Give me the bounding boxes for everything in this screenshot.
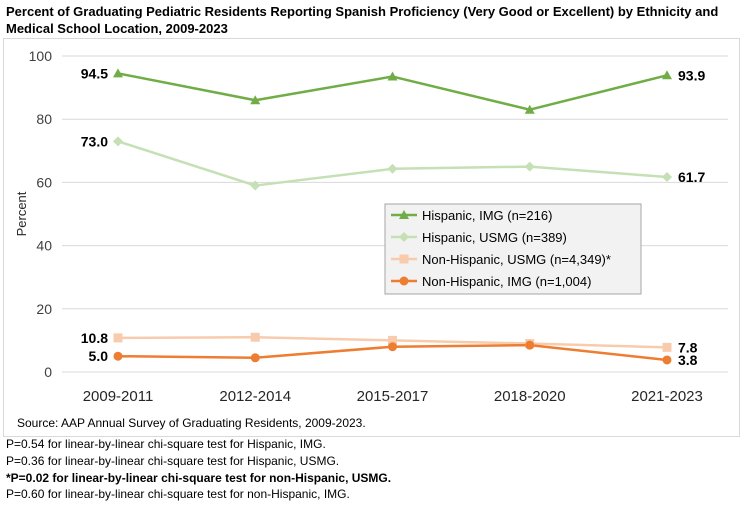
- legend-marker: [399, 210, 409, 219]
- data-label: 7.8: [678, 339, 698, 355]
- data-label: 3.8: [678, 352, 698, 368]
- data-point: [388, 335, 397, 345]
- y-tick-label: 40: [36, 238, 52, 254]
- data-point: [662, 355, 672, 365]
- p-value-note-1: P=0.54 for linear-by-linear chi-square t…: [6, 437, 326, 451]
- data-point: [113, 68, 123, 78]
- data-point: [662, 70, 672, 80]
- y-tick-label: 60: [36, 174, 52, 190]
- legend-label: Non-Hispanic, USMG (n=4,349)*: [422, 252, 611, 267]
- y-tick-label: 80: [36, 111, 52, 127]
- legend-marker: [399, 254, 409, 264]
- data-point: [662, 172, 672, 183]
- data-point: [524, 104, 535, 114]
- data-point: [524, 161, 535, 172]
- data-label: 10.8: [81, 330, 108, 346]
- data-point: [250, 180, 261, 191]
- y-tick-label: 0: [44, 364, 52, 380]
- data-point: [250, 353, 260, 363]
- p-value-note-2: P=0.36 for linear-by-linear chi-square t…: [6, 454, 340, 468]
- chart-title: Percent of Graduating Pediatric Resident…: [6, 4, 719, 36]
- data-point: [113, 351, 123, 361]
- data-point: [387, 163, 398, 174]
- data-point: [525, 340, 535, 350]
- data-point: [250, 95, 261, 105]
- data-label: 93.9: [678, 67, 705, 83]
- data-label: 73.0: [81, 133, 108, 149]
- data-label: 5.0: [89, 348, 109, 364]
- legend-marker: [399, 276, 409, 286]
- data-point: [388, 342, 397, 352]
- legend-label: Hispanic, USMG (n=389): [422, 230, 567, 245]
- data-point: [662, 342, 672, 352]
- y-tick-label: 100: [29, 48, 53, 64]
- data-point: [387, 71, 398, 81]
- series-line: [117, 140, 668, 187]
- data-point: [113, 333, 123, 343]
- data-label: 94.5: [81, 65, 108, 81]
- legend-label: Non-Hispanic, IMG (n=1,004): [422, 274, 591, 289]
- data-point: [113, 136, 123, 147]
- y-tick-label: 20: [36, 301, 52, 317]
- legend-box: [384, 203, 642, 295]
- data-point: [250, 332, 260, 342]
- source-note: Source: AAP Annual Survey of Graduating …: [17, 416, 366, 430]
- x-tick-label: 2009-2011: [83, 388, 154, 405]
- x-tick-label: 2018-2020: [494, 388, 566, 405]
- legend-marker: [399, 232, 409, 242]
- x-tick-label: 2012-2014: [219, 388, 291, 405]
- line-chart: 0 20 40 60 80 100 2009-2011 2012-2014 2015-2017 2…: [14, 48, 728, 405]
- x-tick-label: 2021-2023: [631, 388, 703, 405]
- y-axis-label: Percent: [14, 191, 29, 236]
- p-value-note-4: P=0.60 for linear-by-linear chi-square t…: [6, 487, 350, 501]
- p-value-note-3: *P=0.02 for linear-by-linear chi-square …: [6, 471, 392, 485]
- legend-label: Hispanic, IMG (n=216): [422, 208, 552, 223]
- chart-frame: [3, 38, 740, 437]
- x-tick-label: 2015-2017: [357, 388, 429, 405]
- data-label: 61.7: [678, 169, 705, 185]
